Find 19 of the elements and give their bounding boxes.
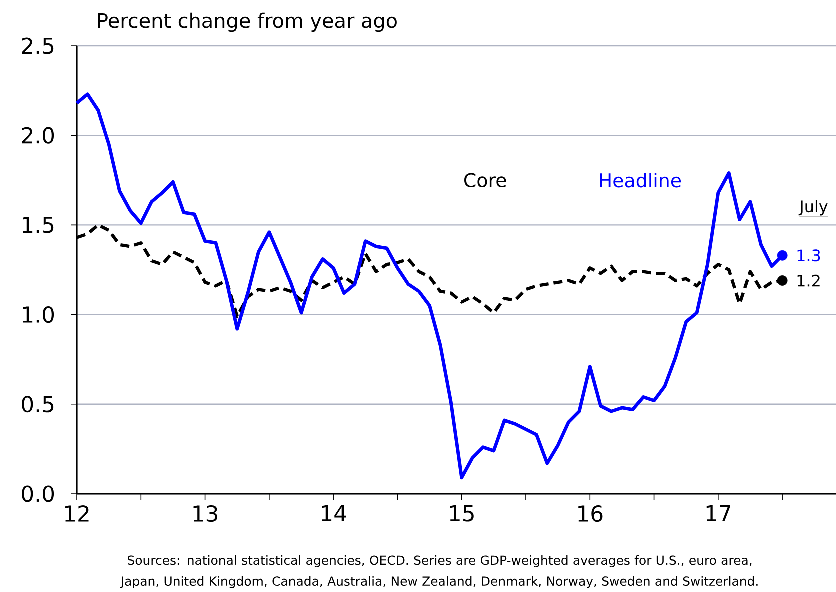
x-tick-label: 17: [706, 506, 730, 522]
y-tick-label: 0.5: [22, 396, 54, 413]
data-label: 1.2: [798, 274, 820, 287]
x-tick-label: 12: [65, 506, 89, 522]
x-tick-label: 14: [322, 506, 346, 522]
y-tick-label: 1.5: [23, 217, 54, 234]
x-tick-label: 15: [450, 506, 474, 522]
text: Core: [464, 173, 506, 188]
x-tick-label: 13: [194, 506, 218, 522]
y-tick-label: 1.0: [23, 306, 54, 324]
annotation: July: [798, 200, 828, 216]
x-tick-label: 16: [578, 506, 603, 522]
y-tick-label: 0.0: [22, 486, 54, 502]
y-tick-label: 2.0: [22, 127, 54, 144]
source-note: Sources: national statistical agencies, OECD. Series are GDP-weighted averages for U.S., euro area, Japan, United Kingdom, Canada, Australia, New Zealand, Denmark, Norway, Sweden and Switzerland.: [120, 555, 758, 588]
series-label: Headline: [600, 173, 682, 188]
y-axis-title: Percent change from year ago: [98, 12, 397, 32]
data-label: 1.3: [798, 250, 820, 262]
y-tick-label: 2.5: [22, 38, 54, 54]
